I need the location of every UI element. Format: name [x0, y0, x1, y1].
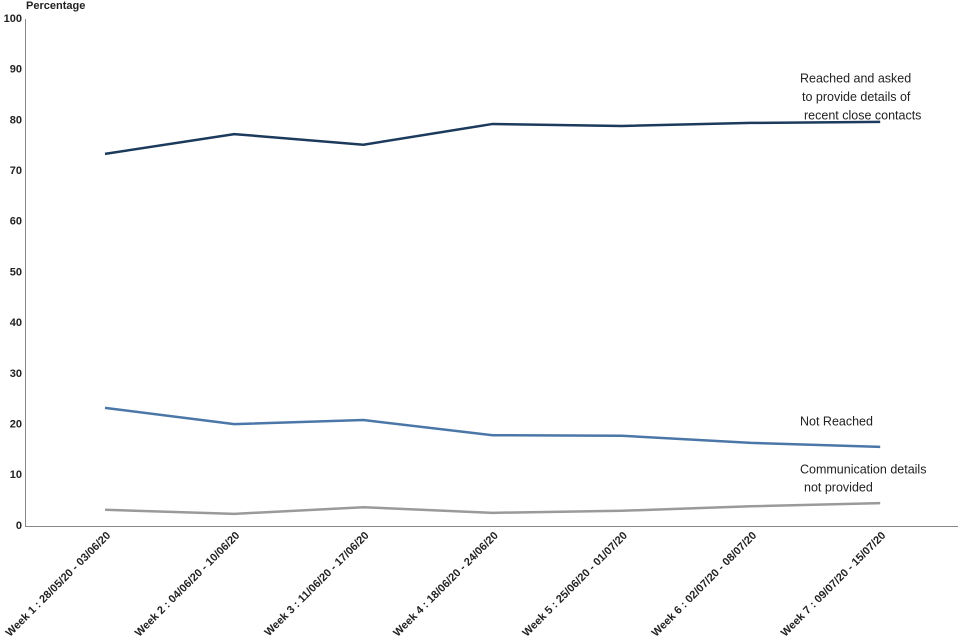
x-tick-label: Week 2 : 04/06/20 - 10/06/20	[133, 530, 243, 640]
series-label: to provide details of	[802, 90, 911, 104]
y-tick-label: 90	[10, 64, 22, 76]
y-tick-label: 20	[10, 419, 22, 431]
y-axis-label: Percentage	[26, 0, 85, 12]
series-line	[104, 406, 881, 449]
series-label: Communication details	[800, 462, 926, 476]
x-tick-label: Week 1 : 28/05/20 - 03/06/20	[4, 530, 114, 640]
x-tick-label: Week 7 : 09/07/20 - 15/07/20	[779, 530, 889, 640]
series-line	[104, 120, 881, 156]
y-tick-label: 60	[10, 216, 22, 228]
y-tick-label: 0	[16, 520, 22, 532]
y-tick-label: 100	[4, 13, 22, 25]
x-tick-label: Week 4 : 18/06/20 - 24/06/20	[391, 530, 501, 640]
x-tick-label: Week 5 : 25/06/20 - 01/07/20	[520, 530, 630, 640]
y-tick-label: 50	[10, 266, 22, 278]
series-label: recent close contacts	[804, 108, 921, 122]
x-tick-label: Week 3 : 11/06/20 - 17/06/20	[262, 530, 371, 639]
series-label: Reached and asked	[800, 71, 911, 85]
y-tick-label: 10	[10, 469, 22, 481]
y-tick-label: 80	[10, 114, 22, 126]
series-line	[104, 501, 881, 516]
y-tick-label: 40	[10, 317, 22, 329]
series-label: not provided	[804, 480, 873, 494]
y-tick-label: 30	[10, 368, 22, 380]
x-tick-label: Week 6 : 02/07/20 - 08/07/20	[650, 530, 760, 640]
series-label: Not Reached	[800, 414, 873, 428]
y-tick-label: 70	[10, 165, 22, 177]
